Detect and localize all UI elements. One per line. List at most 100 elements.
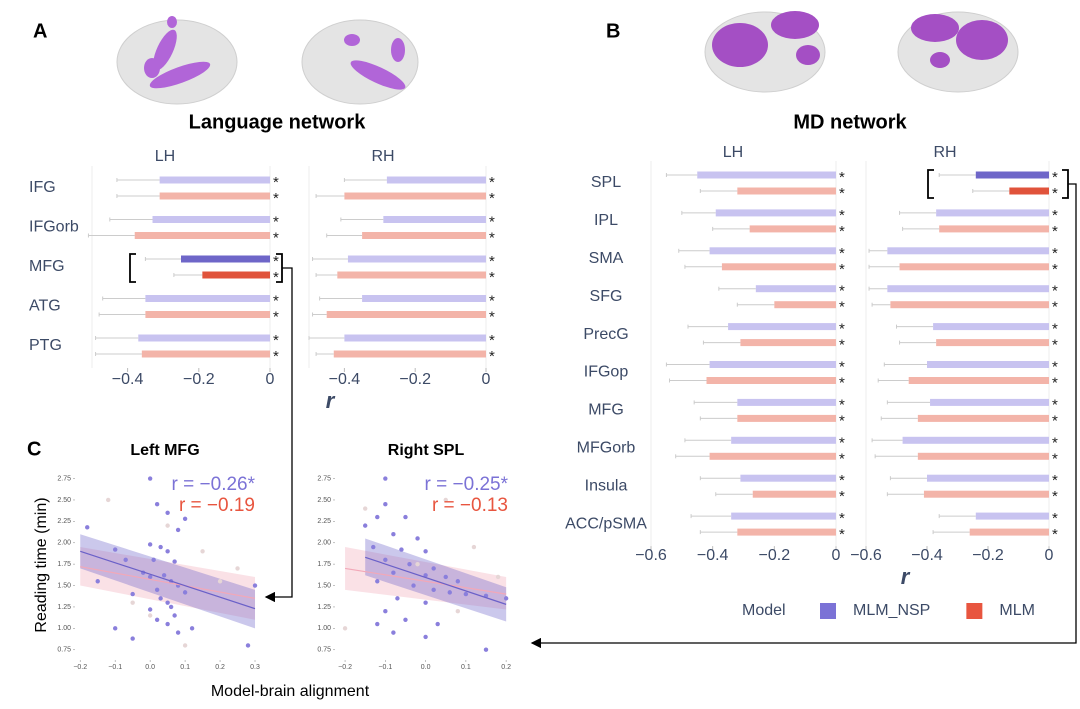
bar bbox=[887, 247, 1049, 255]
scatter-point bbox=[431, 566, 436, 571]
chart-title: Language network bbox=[189, 111, 367, 133]
scatter-point bbox=[189, 626, 195, 631]
significance-star: * bbox=[273, 253, 279, 270]
scatter-point bbox=[172, 613, 177, 618]
hemisphere-label: RH bbox=[371, 148, 394, 165]
significance-star: * bbox=[839, 526, 845, 543]
scatter-point bbox=[403, 617, 408, 622]
bar bbox=[1009, 187, 1049, 195]
x-tick-label: −0.1 bbox=[108, 664, 122, 671]
x-tick-label: 0 bbox=[266, 371, 275, 388]
significance-star: * bbox=[1052, 185, 1058, 202]
significance-star: * bbox=[489, 174, 495, 191]
scatter-point bbox=[161, 573, 167, 578]
x-axis-label: r bbox=[326, 388, 336, 413]
bar bbox=[737, 414, 836, 422]
category-label: PrecG bbox=[583, 326, 628, 343]
bar bbox=[333, 350, 486, 358]
scatter-point bbox=[175, 630, 181, 635]
y-tick-label: 1.50 bbox=[317, 582, 331, 589]
bar bbox=[740, 474, 836, 482]
scatter-point bbox=[415, 536, 420, 541]
bar bbox=[145, 295, 270, 302]
significance-star: * bbox=[273, 269, 279, 286]
bar bbox=[917, 414, 1049, 422]
y-tick-label: 1.00 bbox=[317, 625, 331, 632]
significance-star: * bbox=[839, 472, 845, 489]
y-tick-label: 2.25 bbox=[57, 518, 71, 525]
bar bbox=[887, 285, 1049, 293]
x-tick-label: 0.0 bbox=[421, 664, 431, 671]
x-axis-label: r bbox=[901, 564, 911, 589]
scatter-point bbox=[363, 506, 368, 511]
significance-star: * bbox=[1052, 321, 1058, 338]
significance-star: * bbox=[839, 488, 845, 505]
scatter-point bbox=[217, 579, 223, 584]
x-tick-label: 0.1 bbox=[180, 664, 190, 671]
scatter-point bbox=[423, 549, 428, 554]
bar bbox=[927, 474, 1049, 482]
legend-label: MLM_NSP bbox=[853, 602, 930, 619]
bar bbox=[923, 490, 1049, 498]
regression-line bbox=[365, 556, 507, 605]
scatter-point bbox=[130, 591, 135, 597]
bar bbox=[159, 176, 270, 184]
bar bbox=[969, 528, 1049, 536]
y-tick-label: 2.50 bbox=[57, 497, 71, 504]
bar bbox=[145, 311, 270, 318]
bar bbox=[731, 436, 836, 444]
scatter-point bbox=[363, 523, 368, 528]
y-tick-label: 1.25 bbox=[317, 604, 331, 611]
bar bbox=[927, 361, 1049, 368]
category-label: Insula bbox=[585, 477, 628, 494]
y-tick-label: 0.75 bbox=[57, 647, 71, 654]
category-label: SPL bbox=[591, 174, 621, 191]
bar bbox=[737, 187, 836, 195]
bar bbox=[386, 176, 486, 184]
category-label: ATG bbox=[29, 298, 61, 315]
bar bbox=[141, 350, 270, 358]
significance-star: * bbox=[489, 308, 495, 325]
significance-star: * bbox=[839, 283, 845, 300]
scatter-point bbox=[147, 476, 153, 481]
scatter-point bbox=[200, 549, 205, 554]
y-tick-label: 1.25 bbox=[57, 604, 71, 611]
y-tick-label: 2.25 bbox=[317, 518, 331, 525]
significance-star: * bbox=[839, 185, 845, 202]
significance-star: * bbox=[839, 412, 845, 429]
scatter-point bbox=[395, 596, 400, 601]
bar bbox=[749, 225, 836, 233]
scatter-point bbox=[165, 510, 170, 515]
scatter-point bbox=[342, 626, 348, 631]
significance-star: * bbox=[489, 229, 495, 246]
category-label: SFG bbox=[590, 288, 623, 305]
bar bbox=[362, 232, 486, 239]
significance-star: * bbox=[1052, 223, 1058, 240]
y-tick-label: 0.75 bbox=[317, 647, 331, 654]
y-tick-label: 2.00 bbox=[57, 540, 71, 547]
scatter-point bbox=[447, 590, 452, 595]
scatter-point bbox=[154, 617, 160, 622]
bar bbox=[737, 528, 836, 536]
scatter-point bbox=[371, 544, 376, 550]
scatter-point bbox=[403, 514, 408, 520]
significance-star: * bbox=[1052, 450, 1058, 467]
scatter-point bbox=[383, 502, 388, 507]
scatter-point bbox=[182, 516, 188, 521]
y-tick-label: 2.00 bbox=[317, 540, 331, 547]
legend-swatch bbox=[820, 603, 836, 619]
significance-star: * bbox=[839, 223, 845, 240]
x-tick-label: 0.2 bbox=[501, 664, 511, 671]
bar bbox=[737, 398, 836, 406]
legend-label: MLM bbox=[999, 602, 1035, 619]
x-tick-label: −0.4 bbox=[329, 371, 361, 388]
significance-star: * bbox=[273, 308, 279, 325]
x-tick-label: 0.3 bbox=[250, 664, 260, 671]
bar bbox=[721, 263, 836, 271]
bar bbox=[908, 377, 1049, 384]
regression-line bbox=[344, 567, 507, 595]
scatter-point bbox=[95, 579, 100, 584]
significance-star: * bbox=[1052, 472, 1058, 489]
scatter-point bbox=[415, 561, 420, 567]
significance-star: * bbox=[489, 292, 495, 309]
